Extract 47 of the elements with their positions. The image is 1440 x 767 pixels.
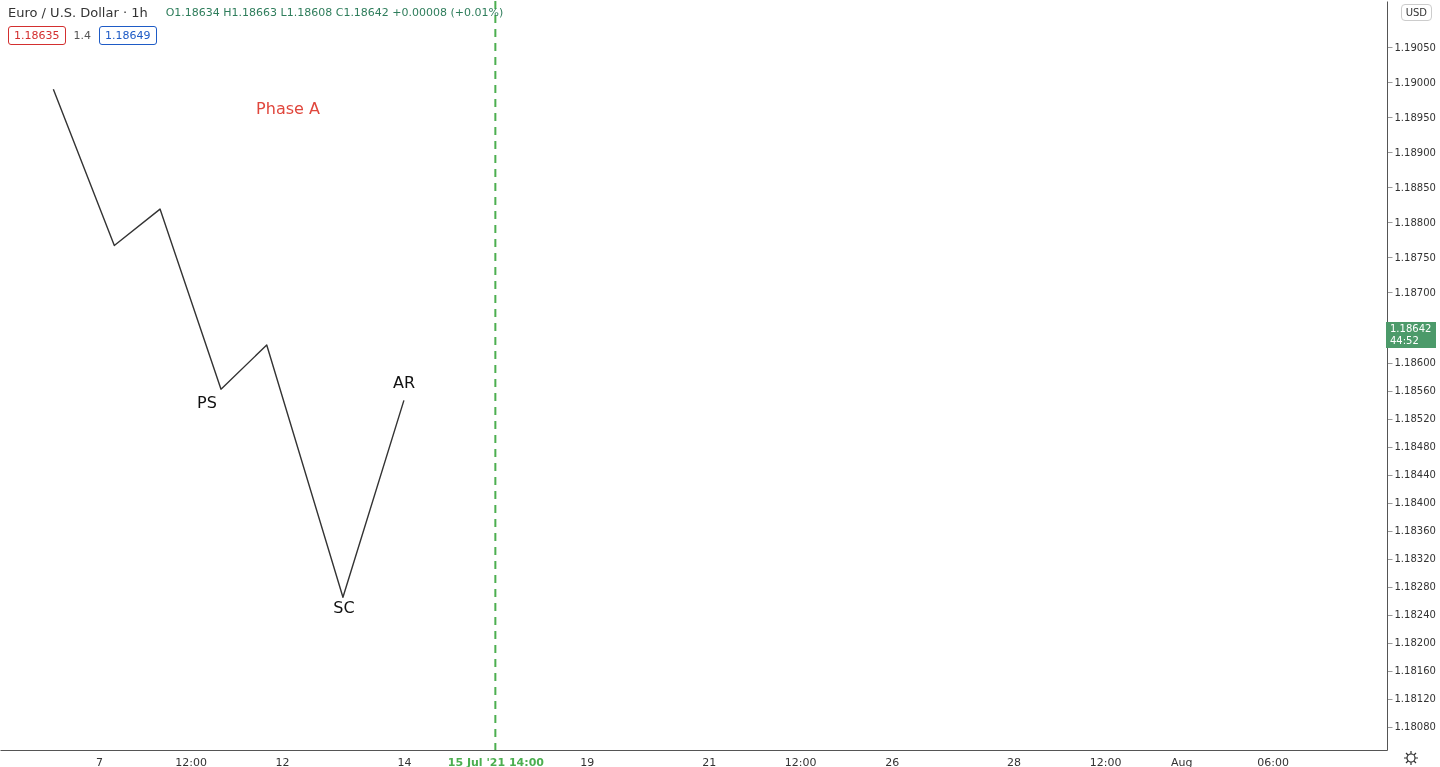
y-tick-label: 1.18360 <box>1394 525 1436 537</box>
text: 44:52 <box>1390 335 1420 347</box>
annotation: 1.18649 <box>99 26 157 45</box>
annotation: PS <box>197 392 217 412</box>
y-tick-label: 1.18850 <box>1394 181 1436 193</box>
x-tick-label: 26 <box>885 755 900 767</box>
x-tick-label: 12 <box>275 755 290 767</box>
x-tick-label: 15 Jul '21 14:00 <box>447 755 545 767</box>
y-tick-label: 1.18700 <box>1394 286 1436 298</box>
y-tick-label: 1.18400 <box>1394 497 1436 509</box>
y-tick-label: 1.18560 <box>1394 385 1436 397</box>
y-tick-label: 1.18800 <box>1394 216 1436 228</box>
y-tick-label: 1.18160 <box>1394 665 1436 677</box>
y-tick-label: 1.18900 <box>1394 146 1436 158</box>
x-tick-label: 19 <box>580 755 595 767</box>
annotation: O1.18634 H1.18663 L1.18608 C1.18642 +0.00008 (+0.01%) <box>165 6 504 19</box>
y-tick-label: 1.18120 <box>1394 693 1436 705</box>
y-tick-label: 1.18480 <box>1394 441 1436 453</box>
y-tick-label: 1.18320 <box>1394 553 1436 565</box>
y-tick-label: 1.19000 <box>1394 76 1436 88</box>
y-tick-label: 1.18750 <box>1394 251 1436 263</box>
text: 1.18642 <box>1390 323 1433 335</box>
x-tick-label: 14 <box>397 755 412 767</box>
y-tick-label: 1.18520 <box>1394 413 1436 425</box>
x-tick-label: 12:00 <box>784 755 817 767</box>
chart-title: Euro / U.S. Dollar · 1h <box>8 5 148 20</box>
x-tick-label: 06:00 <box>1257 755 1290 767</box>
annotation: 1.4 <box>73 29 91 42</box>
text: USD <box>1400 4 1432 21</box>
x-tick-label: 12:00 <box>1089 755 1122 767</box>
annotation: SC <box>333 597 355 617</box>
y-tick-label: 1.18200 <box>1394 637 1436 649</box>
annotation: Phase A <box>256 98 320 118</box>
x-tick-label: Aug <box>1170 755 1193 767</box>
x-tick-label: 21 <box>702 755 717 767</box>
annotation: 1.18635 <box>8 26 66 45</box>
y-tick-label: 1.19050 <box>1394 41 1436 53</box>
x-tick-label: 28 <box>1007 755 1022 767</box>
annotation: AR <box>392 372 416 392</box>
x-tick-label: 7 <box>96 755 104 767</box>
y-tick-label: 1.18950 <box>1394 111 1436 123</box>
y-tick-label: 1.18600 <box>1394 357 1436 369</box>
x-tick-label: 12:00 <box>175 755 207 767</box>
y-tick-label: 1.18080 <box>1394 721 1436 733</box>
y-tick-label: 1.18280 <box>1394 581 1436 593</box>
y-tick-label: 1.18240 <box>1394 609 1436 621</box>
y-tick-label: 1.18440 <box>1394 469 1436 481</box>
